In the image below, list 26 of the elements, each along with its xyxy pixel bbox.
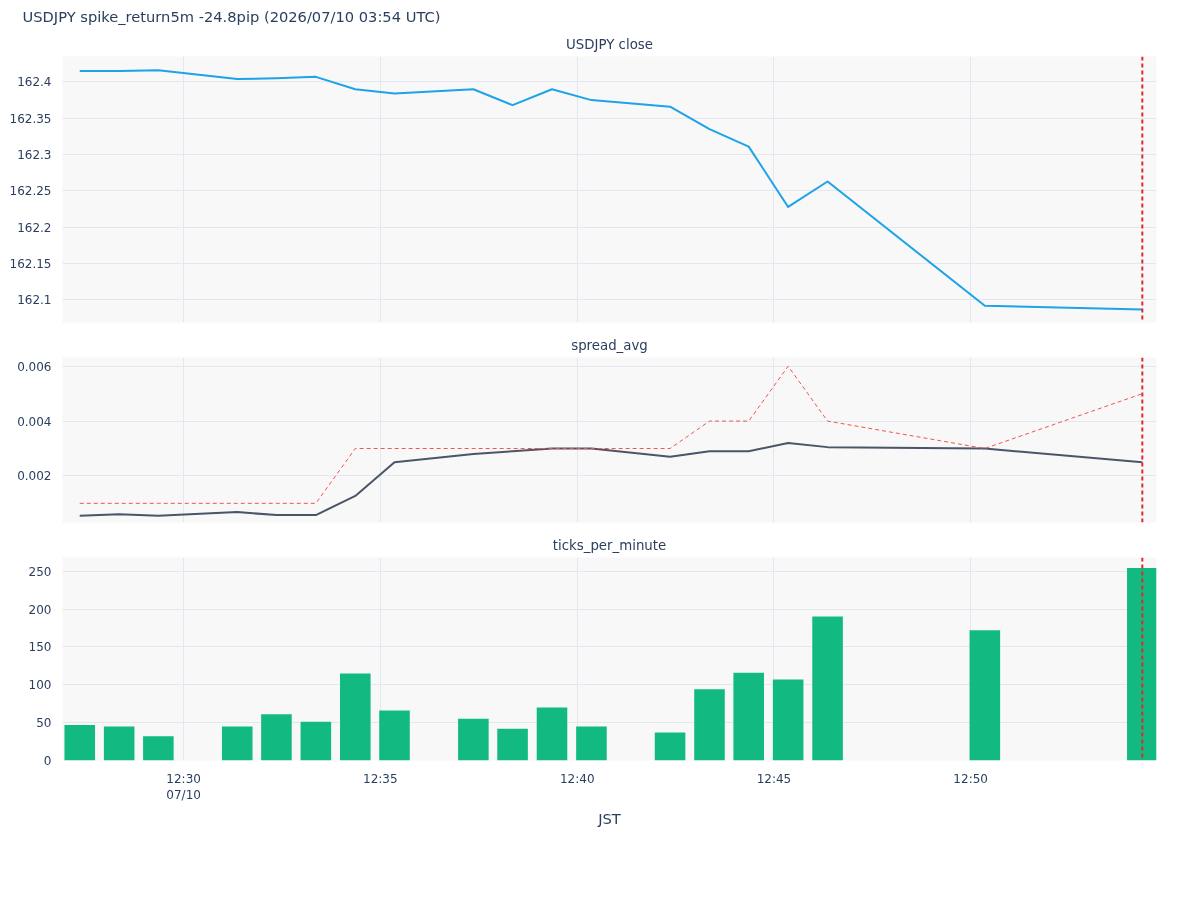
x-tick-label: 12:30 07/10	[166, 771, 201, 803]
y-tick-label: 162.1	[17, 293, 52, 308]
y-tick-label: 50	[36, 716, 52, 731]
y-tick-label: 250	[28, 564, 52, 579]
y-tick-label: 0	[43, 754, 52, 768]
y-tick-label: 200	[28, 602, 52, 617]
y-tick-label: 150	[28, 640, 52, 655]
x-tick-label: 12:45	[756, 771, 792, 786]
chart-title: ticks_per_minute	[552, 537, 667, 553]
y-tick-label: 162.3	[17, 148, 52, 163]
y-tick-label: 162.15	[9, 257, 52, 272]
y-tick-label: 0.006	[17, 359, 52, 374]
y-tick-label: 162.35	[9, 111, 52, 126]
y-tick-label: 162.2	[17, 220, 52, 235]
y-tick-label: 162.4	[17, 75, 52, 90]
x-tick-label: 12:50	[953, 771, 988, 786]
y-tick-label: 0.004	[17, 414, 52, 429]
y-tick-label: 162.25	[9, 184, 52, 199]
y-tick-label: 0.002	[17, 469, 52, 484]
x-tick-label: 12:40	[559, 771, 595, 786]
chart-title: spread_avg	[571, 337, 648, 353]
x-axis-title: JST	[597, 810, 621, 828]
y-tick-label: 100	[28, 678, 52, 693]
chart-title: USDJPY spike_return5m -24.8pip (2026/07/10 03:54 UTC)	[22, 7, 441, 25]
chart-subtitle: USDJPY close	[566, 36, 653, 52]
x-tick-label: 12:35	[363, 771, 398, 786]
